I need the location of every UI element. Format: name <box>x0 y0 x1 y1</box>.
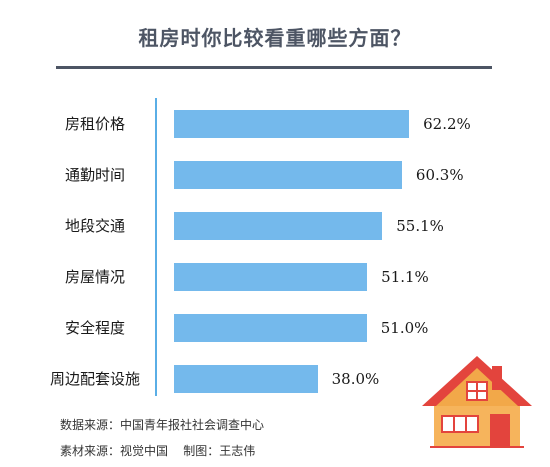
category-axis-line <box>155 98 157 396</box>
title-underline <box>56 66 492 69</box>
house-icon <box>422 356 532 448</box>
category-label: 通勤时间 <box>64 166 125 184</box>
bar <box>174 110 410 138</box>
data-source-text: 数据来源：中国青年报社社会调查中心 <box>60 418 265 432</box>
bar <box>174 263 368 291</box>
value-label: 55.1% <box>396 217 444 235</box>
category-label: 安全程度 <box>64 319 125 337</box>
value-label: 51.0% <box>380 319 429 337</box>
category-label: 周边配套设施 <box>49 370 140 388</box>
value-label: 62.2% <box>423 115 471 133</box>
bar <box>174 314 367 342</box>
category-label: 房租价格 <box>64 115 125 133</box>
value-label: 51.1% <box>381 268 429 286</box>
value-label: 38.0% <box>331 370 380 388</box>
bar <box>174 161 402 189</box>
category-label: 地段交通 <box>64 217 125 235</box>
category-label: 房屋情况 <box>64 268 125 286</box>
value-label: 60.3% <box>415 166 464 184</box>
chart-title: 租房时你比较看重哪些方面？ <box>138 26 412 50</box>
bar <box>174 212 383 240</box>
bar <box>174 365 318 393</box>
material-credit-text: 素材来源：视觉中国 制图：王志伟 <box>60 444 256 458</box>
